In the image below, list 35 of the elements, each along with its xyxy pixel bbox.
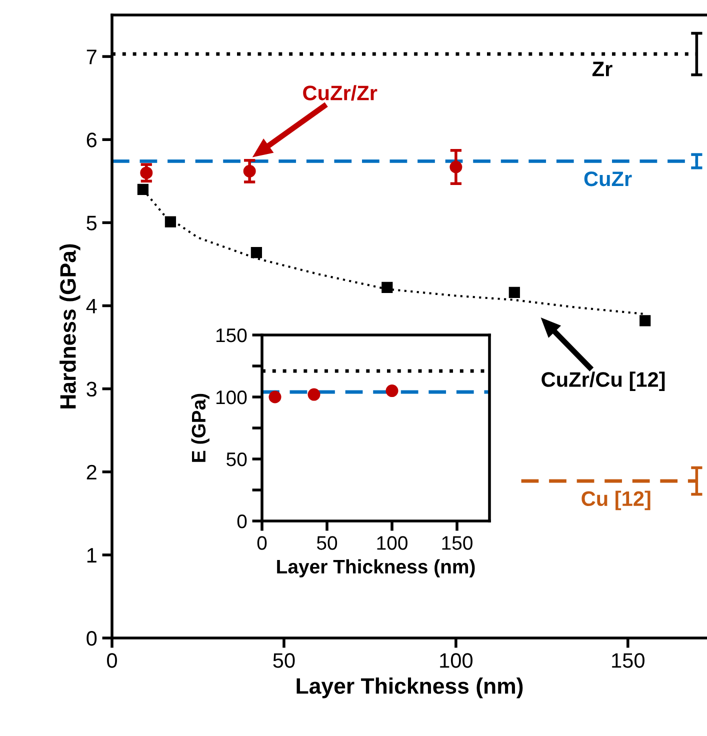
y-tick-label: 1 [87, 548, 96, 562]
series-label: CuZr [584, 171, 632, 186]
y-axis-title: Hardness (GPa) [60, 244, 80, 408]
x-axis-title: Layer Thickness (nm) [296, 678, 523, 698]
point [137, 184, 149, 195]
y-tick-label: 0 [86, 631, 97, 646]
y-tick-label: 3 [86, 382, 96, 397]
y-axis-title: E (GPa) [191, 394, 210, 462]
y-tick-label: 6 [86, 132, 96, 148]
series-label: Cu [12] [582, 490, 650, 510]
y-tick-label: 5 [86, 216, 97, 230]
point [508, 286, 520, 298]
y-tick-label: 0 [237, 514, 247, 528]
x-axis-title: Layer Thickness (nm) [277, 559, 475, 578]
point [164, 216, 176, 228]
x-tick-label: 50 [273, 653, 295, 668]
y-tick-label: 4 [86, 298, 97, 314]
x-tick-label: 150 [612, 653, 644, 668]
y-tick-label: 50 [226, 452, 247, 466]
x-tick-label: 0 [107, 653, 117, 668]
text: CuZr/Cu [12] [542, 372, 665, 392]
text: CuZr/Zr [303, 85, 378, 101]
y-tick-label: 2 [86, 464, 96, 480]
y-tick-label: 7 [86, 50, 96, 64]
y-tick-label: 150 [216, 328, 247, 342]
x-tick-label: 0 [257, 536, 267, 550]
x-tick-label: 50 [316, 536, 338, 550]
point [382, 282, 393, 294]
x-tick-label: 100 [377, 536, 408, 550]
point [640, 315, 651, 326]
y-tick-label: 100 [216, 390, 247, 404]
x-tick-label: 100 [440, 653, 472, 668]
point [250, 247, 262, 258]
x-tick-label: 150 [442, 536, 472, 550]
series-label: Zr [592, 62, 612, 76]
